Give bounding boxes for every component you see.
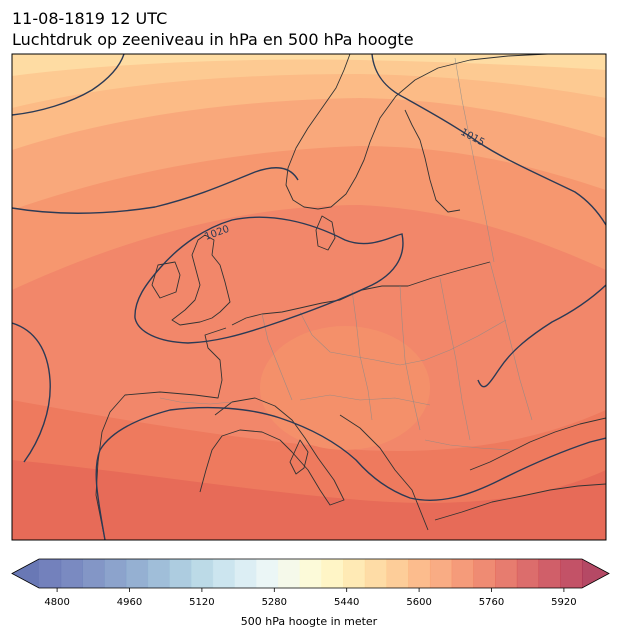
colorbar-tick-label: 5440 bbox=[334, 597, 359, 608]
isobar-1020 bbox=[134, 216, 404, 344]
colorbar-bin bbox=[408, 559, 431, 588]
colorbar-tick-label: 5600 bbox=[406, 597, 431, 608]
colorbar-bin bbox=[495, 559, 518, 588]
colorbar-bin bbox=[60, 559, 83, 588]
isobar-1015-west bbox=[12, 167, 299, 214]
colorbar-bin bbox=[538, 559, 561, 588]
isobar-northwest bbox=[12, 54, 125, 116]
border-line bbox=[299, 311, 507, 366]
colorbar-extend-max bbox=[582, 559, 609, 588]
border-line bbox=[424, 439, 511, 451]
colorbar-tick-label: 4800 bbox=[44, 597, 69, 608]
colorbar-bin bbox=[516, 559, 540, 588]
isobar-east bbox=[477, 284, 606, 388]
map-title-description: Luchtdruk op zeeniveau in hPa en 500 hPa… bbox=[12, 30, 414, 49]
isobar-1015 bbox=[371, 54, 606, 226]
height-cell-central-europe bbox=[260, 326, 430, 450]
colorbar-bin bbox=[386, 559, 409, 588]
colorbar-bin bbox=[82, 559, 105, 588]
isobar-south bbox=[95, 406, 606, 540]
border-line bbox=[454, 57, 495, 263]
border-line bbox=[489, 261, 533, 421]
colorbar-tick-label: 5120 bbox=[189, 597, 214, 608]
colorbar-bin bbox=[191, 559, 214, 588]
map-panel bbox=[12, 54, 606, 540]
great-britain-coast bbox=[171, 234, 231, 326]
colorbar-bin bbox=[256, 559, 279, 588]
colorbar-bin bbox=[321, 559, 344, 588]
baltic-coast bbox=[404, 109, 461, 213]
border-line bbox=[351, 289, 373, 421]
colorbar-ticks: 4800 4960 5120 5280 5440 5600 5760 5920 bbox=[44, 588, 577, 608]
isobars bbox=[12, 54, 606, 540]
colorbar-bin bbox=[560, 559, 583, 588]
anatolia-coast bbox=[434, 483, 606, 521]
adriatic-balkan-coast bbox=[339, 414, 429, 531]
colorbar-bin bbox=[299, 559, 322, 588]
colorbar-bin bbox=[234, 559, 257, 588]
isobar-west-trough bbox=[12, 322, 51, 463]
colorbar-bins bbox=[11, 558, 610, 589]
scandinavia-coast bbox=[285, 54, 549, 210]
height-band-5640 bbox=[12, 54, 606, 108]
colorbar-bin bbox=[364, 559, 388, 588]
map-frame bbox=[11, 53, 607, 541]
colorbar-bin bbox=[125, 559, 149, 588]
atlantic-coast bbox=[95, 327, 227, 540]
colorbar-tick-label: 5920 bbox=[551, 597, 576, 608]
black-sea-coast bbox=[469, 417, 606, 471]
ireland-coast bbox=[151, 261, 181, 299]
country-borders bbox=[159, 57, 533, 451]
border-line bbox=[439, 277, 471, 441]
corsica-sardinia-coast bbox=[289, 439, 309, 475]
border-line bbox=[399, 285, 421, 431]
colorbar-bin bbox=[473, 559, 496, 588]
border-line bbox=[299, 394, 431, 406]
mediterranean-coast bbox=[199, 397, 345, 506]
colorbar-bin bbox=[429, 559, 453, 588]
colorbar-extend-min bbox=[12, 559, 39, 588]
colorbar-bin bbox=[104, 559, 127, 588]
colorbar: 4800 4960 5120 5280 5440 5600 5760 5920 500 hPa… bbox=[11, 558, 610, 628]
colorbar-bin bbox=[212, 559, 235, 588]
colorbar-tick-label: 5280 bbox=[262, 597, 287, 608]
colorbar-label: 500 hPa hoogte in meter bbox=[241, 615, 378, 628]
colorbar-bin bbox=[39, 559, 62, 588]
colorbar-bin bbox=[451, 559, 474, 588]
colorbar-tick-label: 5760 bbox=[479, 597, 504, 608]
height-band-5600 bbox=[12, 54, 606, 76]
denmark-coast bbox=[315, 215, 336, 251]
colorbar-bin bbox=[277, 559, 301, 588]
border-line bbox=[159, 397, 233, 405]
colorbar-bin bbox=[147, 559, 170, 588]
colorbar-bin bbox=[343, 559, 366, 588]
colorbar-bin bbox=[169, 559, 192, 588]
colorbar-outline bbox=[11, 558, 610, 589]
colorbar-tick-label: 4960 bbox=[117, 597, 142, 608]
map-title-datetime: 11-08-1819 12 UTC bbox=[12, 9, 168, 28]
